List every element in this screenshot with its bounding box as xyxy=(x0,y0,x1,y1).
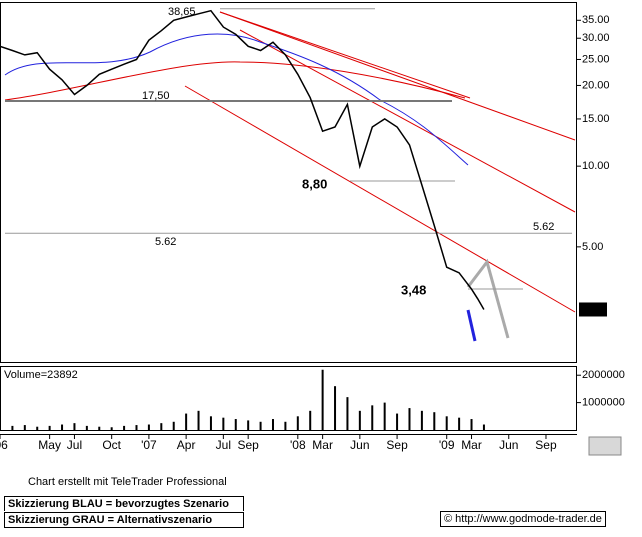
volume-bar xyxy=(482,424,485,430)
moving-average xyxy=(4,61,466,101)
moving-average xyxy=(4,33,469,166)
icon xyxy=(588,436,622,456)
volume-bar xyxy=(358,410,361,430)
volume-bar xyxy=(135,425,138,430)
scenario-blue xyxy=(466,309,477,342)
trend-line xyxy=(219,11,576,141)
volume-bar xyxy=(73,423,76,430)
volume-bar xyxy=(85,425,88,430)
x-tick-label: '09 xyxy=(439,438,455,452)
volume-bar xyxy=(396,413,399,430)
volume-bar xyxy=(383,402,386,430)
trend-line xyxy=(239,29,576,213)
trend-line xyxy=(184,85,576,313)
volume-bar xyxy=(197,410,200,430)
level-label: 17,50 xyxy=(142,90,170,102)
level-label: 3,48 xyxy=(401,282,426,297)
x-tick-label: Mar xyxy=(312,438,333,452)
volume-bar xyxy=(61,424,64,430)
y-tick-label: 10.00 xyxy=(582,160,610,172)
volume-bar xyxy=(209,416,212,430)
y-tick-label: 5.00 xyxy=(582,241,603,253)
volume-bar xyxy=(309,410,312,430)
volume-bar xyxy=(0,424,1,430)
volume-bar xyxy=(408,408,411,430)
y-tick-label: 25.00 xyxy=(582,53,610,65)
y-tick-label: 1000000 xyxy=(582,397,625,409)
source: © http://www.godmode-trader.de xyxy=(440,511,606,527)
level-label: 5.62 xyxy=(155,236,176,248)
volume-bar xyxy=(222,417,225,430)
volume-bar xyxy=(470,419,473,430)
volume-bar xyxy=(445,416,448,430)
y-tick-label: 2000000 xyxy=(582,369,625,381)
volume-bar xyxy=(433,412,436,430)
x-tick-label: '06 xyxy=(0,438,8,452)
volume-bar xyxy=(185,413,188,430)
last-price-box xyxy=(579,302,607,317)
volume-bar xyxy=(48,425,51,430)
trend-line xyxy=(219,11,471,99)
x-tick-label: Apr xyxy=(177,438,196,452)
volume-bar xyxy=(98,426,101,430)
scenario-grey xyxy=(466,258,510,339)
x-tick-label: Sep xyxy=(237,438,259,452)
level-label: 5.62 xyxy=(533,221,554,233)
volume-bar xyxy=(247,420,250,430)
y-tick-label: 30.00 xyxy=(582,32,610,44)
chart: 35.00 30.00 25.00 20.00 15.00 10.00 5.00 38,65 1… xyxy=(0,2,625,456)
level-label: 8,80 xyxy=(302,176,327,191)
x-tick-label: Jun xyxy=(499,438,518,452)
credit: Chart erstellt mit TeleTrader Profession… xyxy=(28,476,227,488)
legend-blue: Skizzierung BLAU = bevorzugtes Szenario xyxy=(4,496,244,511)
volume-bar xyxy=(334,386,337,430)
y-tick-label: 15.00 xyxy=(582,113,610,125)
volume-bar xyxy=(147,424,150,430)
level-label: 38,65 xyxy=(168,6,196,18)
volume-bar xyxy=(420,410,423,430)
x-tick-label: Jul xyxy=(67,438,82,452)
volume-bar xyxy=(371,405,374,430)
legend-grey: Skizzierung GRAU = Alternativszenario xyxy=(4,512,244,528)
last-price: 2.92 xyxy=(582,303,603,315)
volume-bar xyxy=(346,397,349,430)
volume-bar xyxy=(271,419,274,430)
price-line xyxy=(0,9,485,310)
volume-title: Volume=23892 xyxy=(4,369,78,381)
x-tick-label: Jun xyxy=(350,438,369,452)
x-tick-label: Jul xyxy=(216,438,231,452)
y-tick-label: 35.00 xyxy=(582,14,610,26)
x-tick-label: '07 xyxy=(141,438,157,452)
volume-bar xyxy=(321,369,324,430)
price-frame xyxy=(0,2,577,363)
volume-bar xyxy=(296,416,299,430)
volume-bar xyxy=(284,421,287,430)
volume-bar xyxy=(110,427,113,430)
volume-bar xyxy=(259,421,262,430)
volume-bar xyxy=(11,425,14,430)
x-tick-label: Sep xyxy=(386,438,408,452)
volume-bar xyxy=(23,425,26,430)
x-tick-label: Mar xyxy=(461,438,482,452)
volume-bar xyxy=(234,419,237,430)
volume-frame xyxy=(0,366,577,431)
volume-bar xyxy=(172,421,175,430)
volume-bar xyxy=(458,417,461,430)
volume-bar xyxy=(160,423,163,430)
x-tick-label: Oct xyxy=(102,438,121,452)
y-tick-label: 20.00 xyxy=(582,79,610,91)
volume-bar xyxy=(36,426,39,430)
x-tick-label: Sep xyxy=(535,438,557,452)
volume-bar xyxy=(123,425,126,430)
x-tick-label: '08 xyxy=(290,438,306,452)
x-tick-label: May xyxy=(38,438,61,452)
